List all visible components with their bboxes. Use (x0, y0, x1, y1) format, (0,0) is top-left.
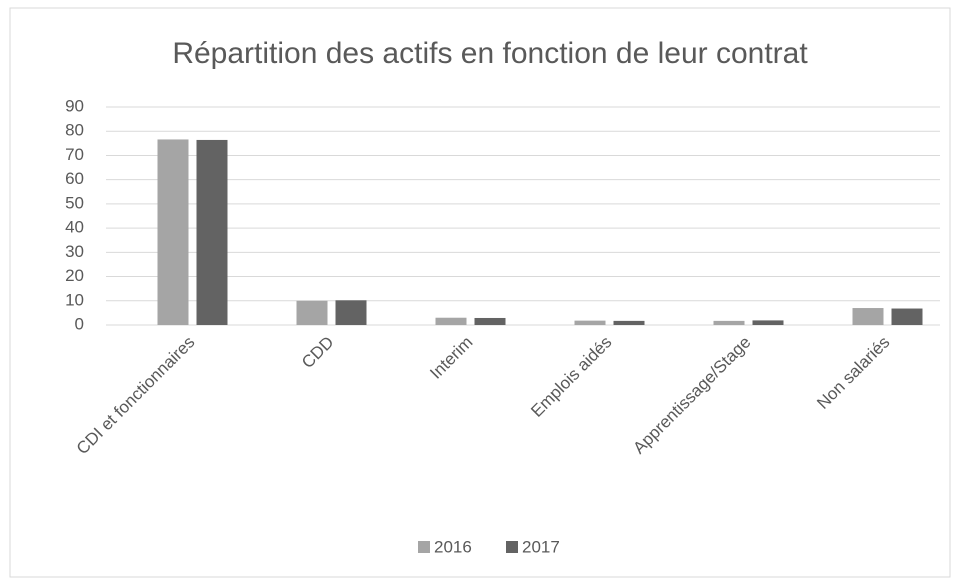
legend-label: 2016 (434, 537, 472, 556)
bar (574, 320, 606, 325)
bar (157, 139, 189, 325)
legend-swatch (506, 541, 518, 553)
y-tick-label: 20 (65, 266, 84, 285)
bar (296, 300, 328, 325)
bar (613, 320, 645, 325)
legend-swatch (418, 541, 430, 553)
bar (752, 320, 784, 325)
bar (474, 317, 506, 325)
bar (435, 317, 467, 325)
y-tick-label: 50 (65, 193, 84, 212)
y-tick-label: 0 (75, 314, 84, 333)
bar (335, 300, 367, 325)
bar (196, 139, 228, 325)
y-tick-label: 40 (65, 218, 84, 237)
y-tick-label: 30 (65, 242, 84, 261)
bar (891, 308, 923, 325)
legend-label: 2017 (522, 537, 560, 556)
y-tick-label: 70 (65, 145, 84, 164)
chart-border (9, 7, 951, 578)
y-tick-label: 60 (65, 169, 84, 188)
bar (852, 308, 884, 325)
chart-title: Répartition des actifs en fonction de le… (172, 37, 808, 70)
bar (713, 320, 745, 325)
y-tick-label: 10 (65, 290, 84, 309)
y-tick-label: 80 (65, 121, 84, 140)
y-tick-label: 90 (65, 96, 84, 115)
